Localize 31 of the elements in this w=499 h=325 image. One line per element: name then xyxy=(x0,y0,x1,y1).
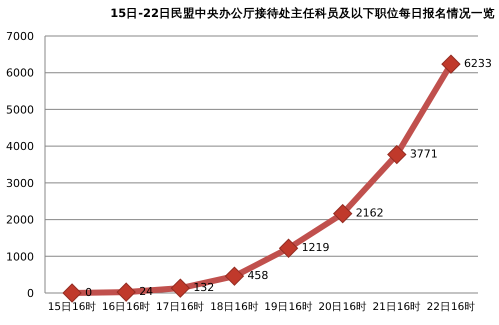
x-tick-label: 17日16时 xyxy=(156,300,205,313)
x-tick-label: 21日16时 xyxy=(372,300,422,313)
x-tick-label: 22日16时 xyxy=(426,300,476,313)
point xyxy=(387,145,406,164)
x-tick-label: 20日16时 xyxy=(318,300,368,313)
x-tick-label: 18日16时 xyxy=(210,300,259,313)
point xyxy=(224,266,244,286)
chart-title: 15日-22日民盟中央办公厅接待处主任科员及以下职位每日报名情况一览 xyxy=(110,6,495,20)
y-tick-label: 5000 xyxy=(6,103,34,116)
x-tick-label: 15日16时 xyxy=(48,300,96,313)
y-tick-label: 6000 xyxy=(6,66,34,80)
point xyxy=(62,284,82,302)
data-label: 6233 xyxy=(464,57,492,70)
point xyxy=(441,54,460,74)
y-tick-label: 2000 xyxy=(6,214,34,227)
data-label: 0 xyxy=(85,286,92,299)
point xyxy=(333,204,352,224)
point xyxy=(170,278,190,298)
data-label: 3771 xyxy=(410,148,438,161)
y-tick-label: 4000 xyxy=(6,140,34,154)
point xyxy=(116,282,136,302)
y-tick-label: 0 xyxy=(27,287,34,300)
y-tick-label: 1000 xyxy=(6,250,34,264)
x-tick-label: 19日16时 xyxy=(264,300,313,313)
data-label: 458 xyxy=(247,269,268,282)
data-label: 1219 xyxy=(302,241,330,254)
x-tick-label: 16日16时 xyxy=(102,300,151,313)
data-label: 2162 xyxy=(356,206,384,220)
y-tick-label: 3000 xyxy=(6,176,34,190)
y-tick-label: 7000 xyxy=(6,30,34,43)
point xyxy=(279,238,298,258)
